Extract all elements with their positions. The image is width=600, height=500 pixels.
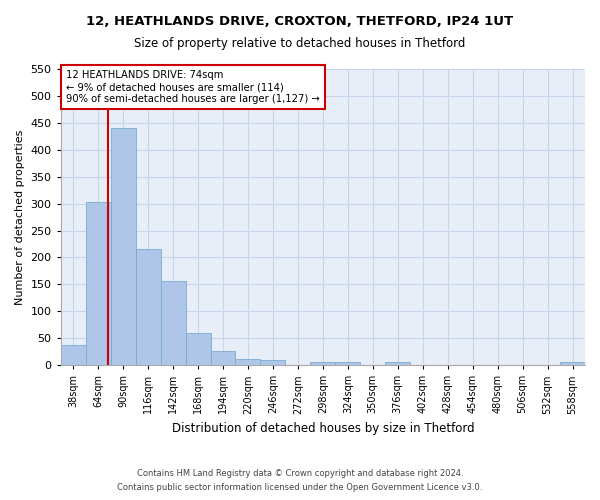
Bar bbox=[385, 362, 410, 365]
Bar bbox=[335, 362, 361, 365]
Bar bbox=[136, 249, 161, 365]
Bar bbox=[235, 358, 260, 365]
Bar bbox=[310, 362, 335, 365]
Bar bbox=[211, 351, 235, 365]
Bar bbox=[161, 280, 185, 365]
Bar bbox=[61, 345, 86, 365]
Text: Size of property relative to detached houses in Thetford: Size of property relative to detached ho… bbox=[134, 38, 466, 51]
Bar bbox=[560, 362, 585, 365]
Y-axis label: Number of detached properties: Number of detached properties bbox=[15, 130, 25, 305]
Bar bbox=[260, 360, 286, 365]
Bar bbox=[86, 202, 110, 365]
Bar bbox=[110, 128, 136, 365]
X-axis label: Distribution of detached houses by size in Thetford: Distribution of detached houses by size … bbox=[172, 422, 474, 435]
Text: 12 HEATHLANDS DRIVE: 74sqm
← 9% of detached houses are smaller (114)
90% of semi: 12 HEATHLANDS DRIVE: 74sqm ← 9% of detac… bbox=[66, 70, 320, 104]
Text: 12, HEATHLANDS DRIVE, CROXTON, THETFORD, IP24 1UT: 12, HEATHLANDS DRIVE, CROXTON, THETFORD,… bbox=[86, 15, 514, 28]
Bar bbox=[185, 334, 211, 365]
Text: Contains public sector information licensed under the Open Government Licence v3: Contains public sector information licen… bbox=[118, 484, 482, 492]
Text: Contains HM Land Registry data © Crown copyright and database right 2024.: Contains HM Land Registry data © Crown c… bbox=[137, 468, 463, 477]
